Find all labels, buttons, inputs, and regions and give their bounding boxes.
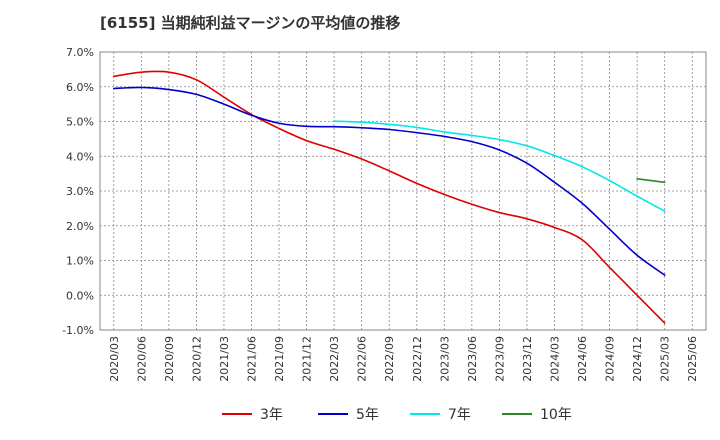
legend-label-1: 3年	[260, 407, 283, 423]
x-tick-label: 2021/09	[273, 336, 286, 382]
series-lines	[112, 70, 666, 324]
x-tick-label: 2024/03	[549, 336, 562, 382]
x-tick-label: 2022/09	[383, 336, 396, 382]
x-tick-label: 2021/12	[301, 336, 314, 382]
x-axis-tick-labels: 2020/03 2020/06 2020/09 2020/12 2021/03 2021/…	[108, 336, 699, 382]
x-tick-label: 2021/03	[218, 336, 231, 382]
series-line-4	[636, 178, 666, 184]
chart-title: [6155] 当期純利益マージンの平均値の推移	[100, 14, 401, 32]
y-tick-label: 2.0%	[66, 220, 94, 233]
x-tick-label: 2020/03	[108, 336, 121, 382]
x-tick-label: 2022/12	[411, 336, 424, 382]
x-tick-label: 2023/06	[466, 336, 479, 382]
plot-border	[99, 51, 707, 331]
series-line-1	[112, 70, 666, 324]
x-tick-label: 2020/09	[163, 336, 176, 382]
x-tick-label: 2022/06	[356, 336, 369, 382]
x-tick-label: 2020/12	[190, 336, 203, 382]
series-line-3	[333, 120, 666, 212]
y-tick-label: -1.0%	[62, 324, 94, 337]
legend: 3年 5年 7年 10年	[222, 407, 572, 423]
x-tick-label: 2020/06	[135, 336, 148, 382]
y-tick-label: 7.0%	[66, 46, 94, 59]
x-tick-label: 2025/03	[659, 336, 672, 382]
series-line-2	[112, 86, 666, 276]
x-tick-label: 2024/09	[604, 336, 617, 382]
legend-label-4: 10年	[540, 407, 572, 423]
x-tick-label: 2024/06	[576, 336, 589, 382]
y-axis-tick-labels: -1.0% 0.0% 1.0% 2.0% 3.0% 4.0% 5.0% 6.0% 7.0%	[62, 46, 94, 337]
legend-label-2: 5年	[356, 407, 379, 423]
x-tick-label: 2024/12	[631, 336, 644, 382]
y-tick-label: 4.0%	[66, 150, 94, 163]
y-tick-label: 3.0%	[66, 185, 94, 198]
x-tick-label: 2022/03	[328, 336, 341, 382]
x-tick-label: 2023/09	[493, 336, 506, 382]
y-tick-label: 6.0%	[66, 81, 94, 94]
x-tick-label: 2023/12	[521, 336, 534, 382]
y-tick-label: 1.0%	[66, 255, 94, 268]
legend-label-3: 7年	[448, 407, 471, 423]
y-tick-label: 5.0%	[66, 116, 94, 129]
x-tick-label: 2023/03	[438, 336, 451, 382]
y-tick-label: 0.0%	[66, 289, 94, 302]
x-tick-label: 2021/06	[246, 336, 259, 382]
x-tick-label: 2025/06	[686, 336, 699, 382]
